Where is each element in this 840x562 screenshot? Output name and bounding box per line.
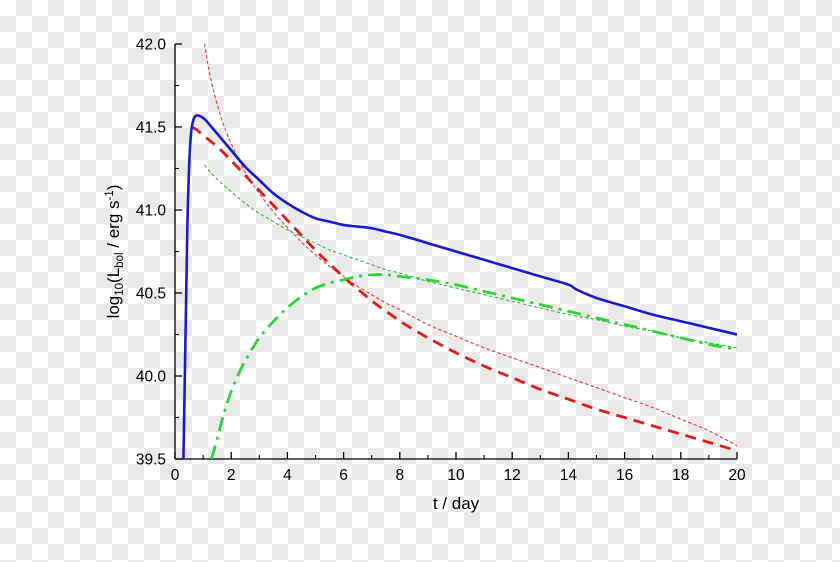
x-axis-label: t / day xyxy=(433,494,480,513)
data-curves xyxy=(182,44,737,459)
series-line xyxy=(203,44,737,447)
tick-marks: 39.5 40.0 40.5 41.0 41.5 42.0 0 2 4 6 8 10 12 14 16 18 2… xyxy=(136,37,746,485)
x-tick-label: 20 xyxy=(728,467,746,484)
x-tick-label: 2 xyxy=(227,467,236,484)
x-tick-label: 14 xyxy=(560,467,578,484)
y-tick-label: 41.0 xyxy=(136,203,167,220)
x-tick-label: 16 xyxy=(616,467,633,484)
x-tick-label: 18 xyxy=(672,467,689,484)
x-tick-label: 0 xyxy=(171,467,180,484)
y-tick-label: 42.0 xyxy=(136,37,167,54)
y-tick-label: 40.0 xyxy=(136,369,167,386)
y-tick-label: 41.5 xyxy=(136,120,166,137)
y-axis-label: log10(Lbol / erg s-1) xyxy=(104,185,126,319)
y-tick-label: 40.5 xyxy=(136,286,166,303)
x-tick-label: 4 xyxy=(283,467,292,484)
y-tick-label: 39.5 xyxy=(136,452,166,469)
series-line xyxy=(203,164,737,349)
x-tick-label: 8 xyxy=(395,467,404,484)
x-tick-label: 10 xyxy=(447,467,465,484)
x-tick-label: 6 xyxy=(339,467,348,484)
x-tick-label: 12 xyxy=(504,467,521,484)
series-line xyxy=(191,125,737,453)
series-line xyxy=(182,114,737,459)
svg-text:log10(Lbol / erg s-1): log10(Lbol / erg s-1) xyxy=(104,185,126,319)
series-line xyxy=(210,273,737,459)
